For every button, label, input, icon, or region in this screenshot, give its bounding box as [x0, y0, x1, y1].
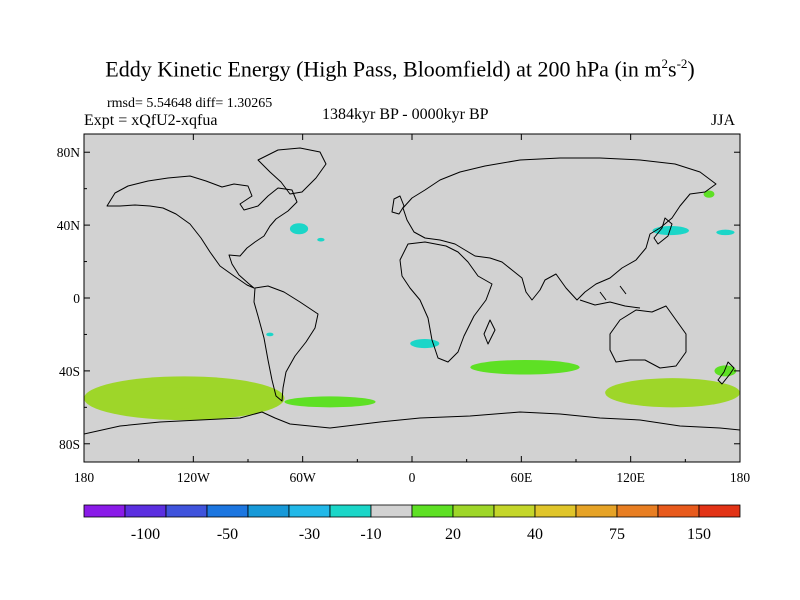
colorbar-swatch: [698, 504, 741, 518]
coastlines: [84, 147, 740, 435]
y-axis: 80N 40N 0 40S 80S: [57, 145, 740, 452]
colorbar-label: 150: [687, 526, 711, 543]
colorbar-swatch: [657, 504, 700, 518]
x-tick-label: 120W: [177, 470, 210, 485]
uk-coast: [391, 195, 405, 215]
season-label: JJA: [711, 112, 736, 129]
colorbar-label: 40: [527, 526, 543, 543]
chart-title: Eddy Kinetic Energy (High Pass, Bloomfie…: [105, 56, 695, 82]
x-tick-label: 60E: [510, 470, 532, 485]
anomaly-layer: [84, 190, 740, 421]
x-tick-label: 60W: [290, 470, 317, 485]
y-tick-label: 40N: [57, 218, 81, 233]
colorbar-swatch: [616, 504, 659, 518]
y-tick-label: 80N: [57, 145, 81, 160]
x-tick-label: 180: [730, 470, 751, 485]
anomaly-north-pacific-negative: [716, 229, 735, 236]
x-tick-label: 120E: [616, 470, 645, 485]
australia-coast: [609, 305, 687, 369]
madagascar-coast: [483, 319, 496, 345]
antarctica-coast: [84, 411, 740, 435]
anomaly-north-atlantic-negative: [317, 237, 325, 242]
colorbar-label: -30: [299, 526, 320, 543]
anomaly-south-indian-positive: [470, 359, 580, 375]
anomaly-south-atlantic-negative: [410, 339, 440, 349]
colorbar-label: 75: [609, 526, 625, 543]
colorbar-swatch: [452, 504, 495, 518]
colorbar-swatch: [206, 504, 249, 518]
colorbar-swatch: [83, 504, 126, 518]
y-tick-label: 0: [73, 291, 80, 306]
colorbar-swatch: [411, 504, 454, 518]
greenland-coast: [257, 147, 327, 195]
colorbar-swatch: [288, 504, 331, 518]
eurasia-coast: [402, 157, 717, 301]
anomaly-south-pacific-core: [131, 387, 212, 410]
anomaly-south-america-tail: [284, 396, 376, 408]
colorbar-swatch: [165, 504, 208, 518]
colorbar: -100 -50 -30 -10 20 40 75 150: [83, 504, 741, 543]
experiment-label: Expt = xQfU2-xqfua: [84, 112, 218, 129]
colorbar-swatch: [124, 504, 167, 518]
stats-label: rmsd= 5.54648 diff= 1.30265: [107, 96, 273, 111]
colorbar-swatch: [493, 504, 536, 518]
colorbar-swatch: [575, 504, 618, 518]
x-tick-label: 0: [409, 470, 416, 485]
x-tick-label: 180: [74, 470, 95, 485]
colorbar-label: 20: [445, 526, 461, 543]
colorbar-swatch: [247, 504, 290, 518]
africa-coast: [399, 241, 493, 363]
southeast-asia-islands: [579, 285, 641, 309]
new-zealand-coast: [717, 361, 735, 385]
south-america-coast: [253, 285, 319, 402]
colorbar-label: -100: [131, 526, 160, 543]
period-label: 1384kyr BP - 0000kyr BP: [322, 106, 489, 123]
north-america-coast: [106, 175, 298, 289]
y-tick-label: 40S: [59, 364, 80, 379]
anomaly-new-zealand-positive: [714, 365, 737, 377]
y-tick-label: 80S: [59, 437, 80, 452]
japan-coast: [653, 217, 673, 245]
colorbar-swatch: [534, 504, 577, 518]
anomaly-gulf-stream-negative: [289, 223, 309, 235]
anomaly-south-pacific-small-negative: [266, 332, 274, 337]
x-axis: 180 120W 60W 0 60E 120E 180: [74, 134, 751, 485]
anomaly-australia-south-positive: [605, 378, 740, 408]
colorbar-swatch: [370, 504, 413, 518]
colorbar-label: -50: [217, 526, 238, 543]
anomaly-kamchatka-positive: [703, 190, 715, 198]
colorbar-label: -10: [360, 526, 381, 543]
colorbar-swatch: [329, 504, 372, 518]
